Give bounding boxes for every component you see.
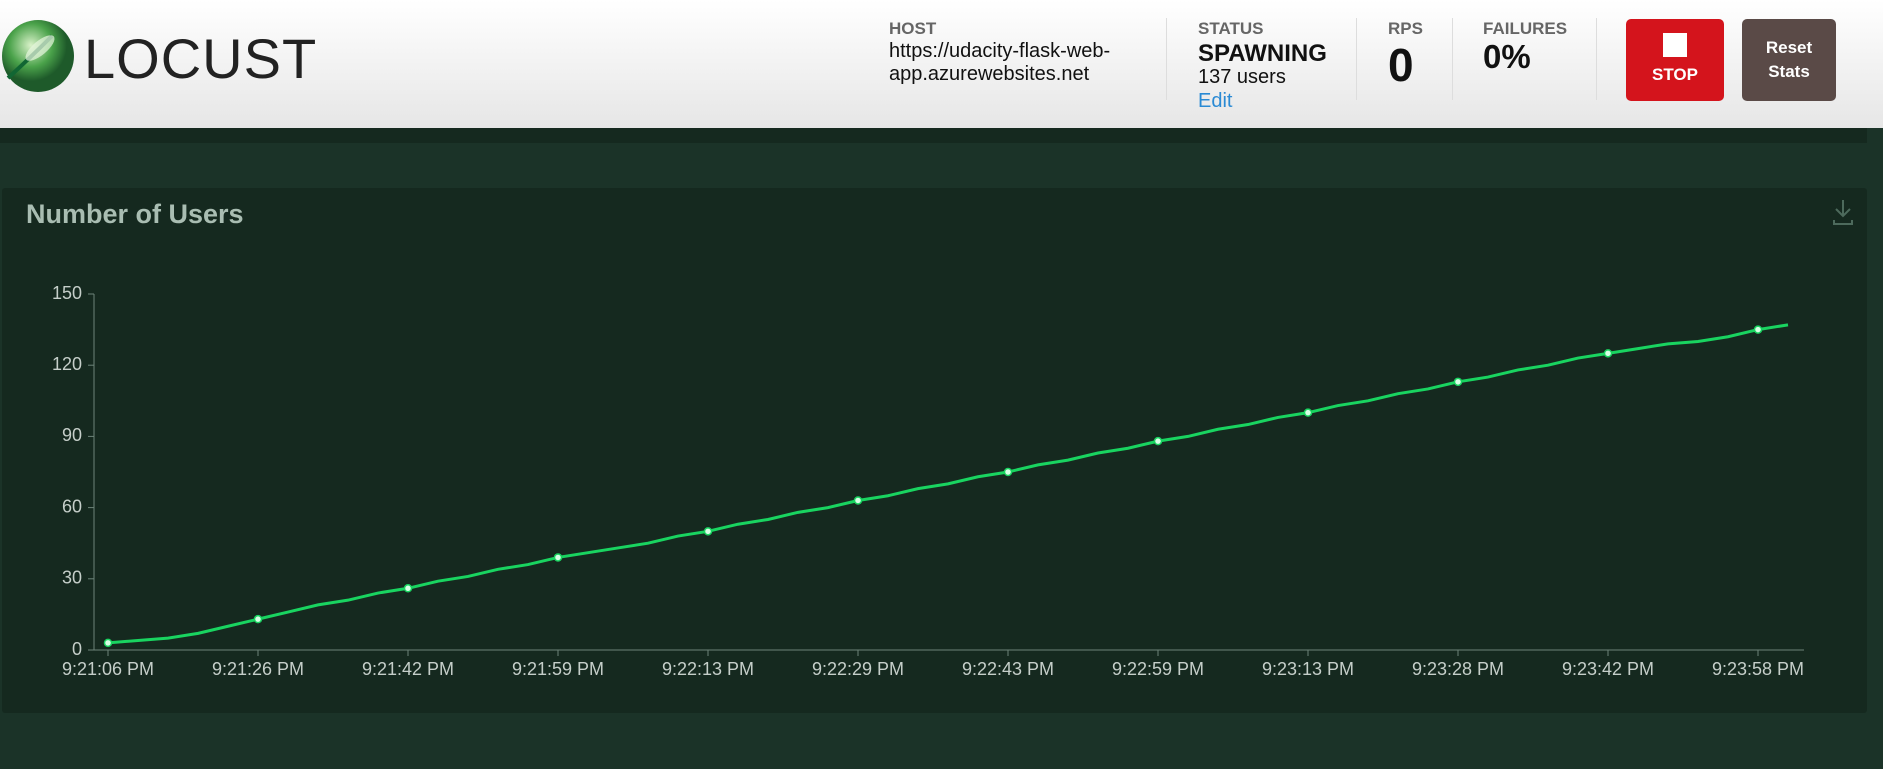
x-tick-label: 9:21:59 PM — [512, 659, 604, 679]
host-label: HOST — [889, 19, 937, 38]
divider — [1166, 18, 1167, 100]
x-tick-label: 9:23:28 PM — [1412, 659, 1504, 679]
point — [1003, 467, 1013, 477]
y-tick-label: 120 — [52, 354, 82, 374]
failures-label: FAILURES — [1483, 19, 1568, 38]
header: LOCUST HOST https://udacity-flask-web-ap… — [0, 0, 1883, 128]
x-tick-label: 9:22:29 PM — [812, 659, 904, 679]
x-tick-label: 9:22:59 PM — [1112, 659, 1204, 679]
point — [403, 584, 413, 593]
x-tick-label: 9:23:13 PM — [1262, 659, 1354, 679]
point — [1603, 349, 1613, 358]
stop-icon — [1663, 33, 1687, 57]
point — [253, 614, 263, 624]
y-tick-label: 60 — [62, 496, 82, 516]
x-tick-label: 9:21:42 PM — [362, 659, 454, 679]
x-tick-label: 9:21:06 PM — [62, 659, 154, 679]
reset-text: Reset Stats — [1765, 38, 1813, 81]
download-icon[interactable] — [1833, 200, 1853, 225]
x-tick-label: 9:22:43 PM — [962, 659, 1054, 679]
line — [107, 323, 1789, 645]
divider — [1596, 18, 1597, 100]
status-value: SPAWNING — [1198, 40, 1327, 67]
chart-title: Number of Users — [26, 199, 244, 229]
rps-value: 0 — [1388, 39, 1414, 91]
y-tick-label: 150 — [52, 283, 82, 303]
stop-text: STOP — [1652, 65, 1698, 84]
point — [1753, 325, 1763, 334]
status-label: STATUS — [1198, 19, 1264, 38]
x-tick-label: 9:23:58 PM — [1712, 659, 1804, 679]
y-tick-label: 0 — [72, 639, 82, 659]
host-value: https://udacity-flask-web-app.azurewebsi… — [889, 40, 1111, 85]
point — [553, 553, 563, 562]
logo-text: LOCUST — [84, 27, 318, 90]
y-tick-label: 90 — [62, 425, 82, 445]
divider — [1452, 18, 1453, 100]
divider — [1356, 18, 1357, 100]
point — [1453, 377, 1463, 387]
stop-button[interactable]: STOP — [1626, 19, 1724, 101]
chart-panel — [2, 188, 1867, 713]
x-tick-label: 9:23:42 PM — [1562, 659, 1654, 679]
x-tick-label: 9:21:26 PM — [212, 659, 304, 679]
point — [103, 638, 113, 648]
user-count: 137 users — [1198, 66, 1286, 88]
y-tick-label: 30 — [62, 568, 82, 588]
point — [1303, 408, 1313, 417]
panel-strip — [0, 128, 1867, 143]
reset-button[interactable]: Reset Stats — [1742, 19, 1836, 101]
point — [703, 527, 713, 536]
point — [853, 496, 863, 505]
point — [1153, 436, 1163, 446]
logo-icon — [2, 20, 74, 92]
x-tick-label: 9:22:13 PM — [662, 659, 754, 679]
rps-label: RPS — [1388, 19, 1423, 38]
failures-value: 0% — [1483, 38, 1531, 75]
edit-link[interactable]: Edit — [1198, 90, 1233, 112]
